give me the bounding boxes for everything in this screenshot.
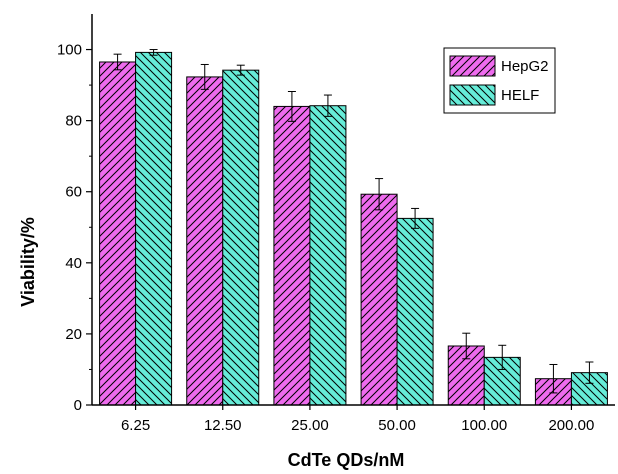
y-tick-label-0: 0 <box>74 397 82 414</box>
y-tick-label-20: 20 <box>65 326 82 343</box>
legend-label-helf: HELF <box>501 87 539 104</box>
bar-hepg2-50-00 <box>360 193 398 406</box>
x-tick-label-6-25: 6.25 <box>121 417 150 434</box>
bar-hepg2-12-50 <box>186 76 224 406</box>
legend-label-hepg2: HepG2 <box>501 58 549 75</box>
bar-hepg2-6-25 <box>99 61 137 406</box>
bar-hepg2-25-00 <box>273 105 311 406</box>
y-tick-label-60: 60 <box>65 184 82 201</box>
y-tick-label-40: 40 <box>65 255 82 272</box>
plot-area: 0 20 40 60 80 100 6.25 12.50 25.00 50.00 100.00 200… <box>57 14 615 434</box>
x-tick-label-200-00: 200.00 <box>548 417 594 434</box>
bar-helf-12-50 <box>222 69 260 406</box>
legend-swatch-helf <box>449 84 496 106</box>
y-tick-label-100: 100 <box>57 42 82 59</box>
x-axis-title: CdTe QDs/nM <box>288 450 405 470</box>
x-tick-label-12-50: 12.50 <box>204 417 242 434</box>
legend: HepG2 HELF <box>443 47 556 114</box>
x-tick-label-25-00: 25.00 <box>291 417 329 434</box>
bar-helf-25-00 <box>309 105 347 406</box>
x-tick-label-50-00: 50.00 <box>378 417 416 434</box>
x-tick-label-100-00: 100.00 <box>461 417 507 434</box>
bar-helf-6-25 <box>135 51 173 406</box>
y-tick-label-80: 80 <box>65 113 82 130</box>
y-axis-title: Viability/% <box>18 217 38 307</box>
bar-helf-50-00 <box>396 217 434 406</box>
legend-swatch-hepg2 <box>449 55 496 77</box>
